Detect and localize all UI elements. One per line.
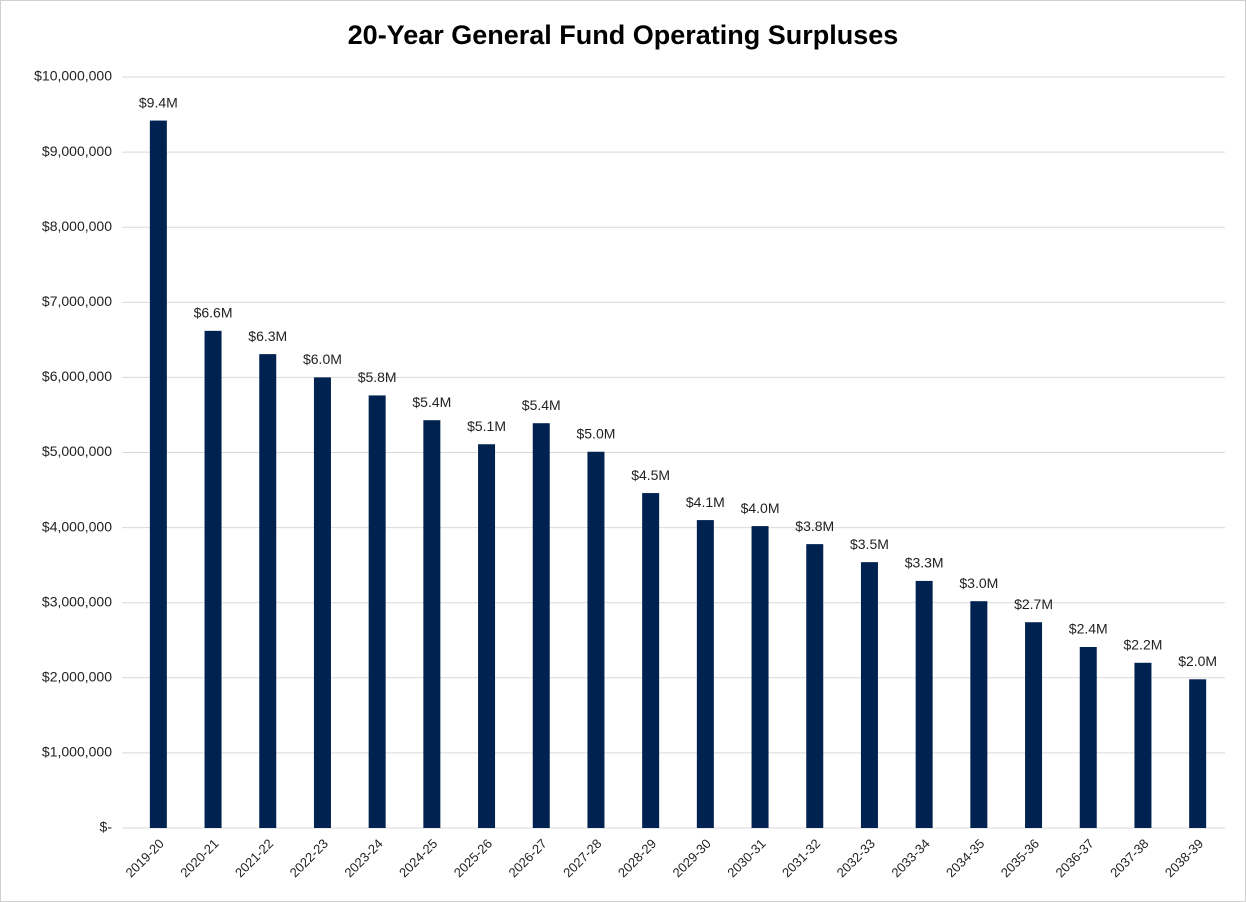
y-tick-label: $2,000,000: [42, 669, 112, 685]
data-label: $3.5M: [850, 536, 889, 552]
data-label: $2.0M: [1178, 653, 1217, 669]
y-tick-label: $6,000,000: [42, 368, 112, 384]
bar: [1134, 662, 1152, 828]
bar: [970, 601, 988, 828]
data-label: $4.5M: [631, 467, 670, 483]
data-label: $5.8M: [358, 369, 397, 385]
data-label: $5.0M: [576, 425, 615, 441]
y-tick-label: $5,000,000: [42, 443, 112, 459]
data-label: $2.2M: [1123, 636, 1162, 652]
bar: [1025, 622, 1043, 828]
bar: [696, 520, 714, 828]
bar: [642, 493, 660, 828]
data-label: $2.4M: [1069, 621, 1108, 637]
y-tick-label: $3,000,000: [42, 593, 112, 609]
bar: [806, 544, 824, 828]
data-label: $4.1M: [686, 494, 725, 510]
data-label: $3.3M: [905, 555, 944, 571]
y-tick-label: $10,000,000: [34, 68, 112, 84]
y-tick-label: $9,000,000: [42, 143, 112, 159]
data-label: $2.7M: [1014, 596, 1053, 612]
data-label: $6.3M: [248, 328, 287, 344]
bar: [368, 395, 386, 828]
data-label: $3.0M: [959, 575, 998, 591]
data-label: $6.6M: [194, 305, 233, 321]
data-label: $5.4M: [412, 394, 451, 410]
bar: [1079, 647, 1097, 828]
bar: [751, 526, 769, 828]
bar: [915, 580, 933, 828]
bar: [149, 120, 167, 829]
y-tick-label: $8,000,000: [42, 218, 112, 234]
data-label: $6.0M: [303, 351, 342, 367]
bar: [259, 354, 277, 828]
y-tick-label: $4,000,000: [42, 518, 112, 534]
data-label: $9.4M: [139, 94, 178, 110]
bar: [532, 423, 550, 828]
bar: [313, 377, 331, 828]
y-tick-label: $-: [100, 819, 113, 835]
data-label: $3.8M: [795, 518, 834, 534]
bar: [860, 562, 878, 828]
y-tick-label: $7,000,000: [42, 293, 112, 309]
data-label: $4.0M: [741, 500, 780, 516]
y-tick-label: $1,000,000: [42, 744, 112, 760]
bar: [478, 444, 496, 828]
bar: [423, 420, 441, 828]
bar: [587, 451, 605, 828]
bar: [204, 330, 222, 828]
chart-title: 20-Year General Fund Operating Surpluses: [348, 20, 899, 50]
bar: [1189, 679, 1207, 828]
data-label: $5.4M: [522, 397, 561, 413]
data-label: $5.1M: [467, 418, 506, 434]
